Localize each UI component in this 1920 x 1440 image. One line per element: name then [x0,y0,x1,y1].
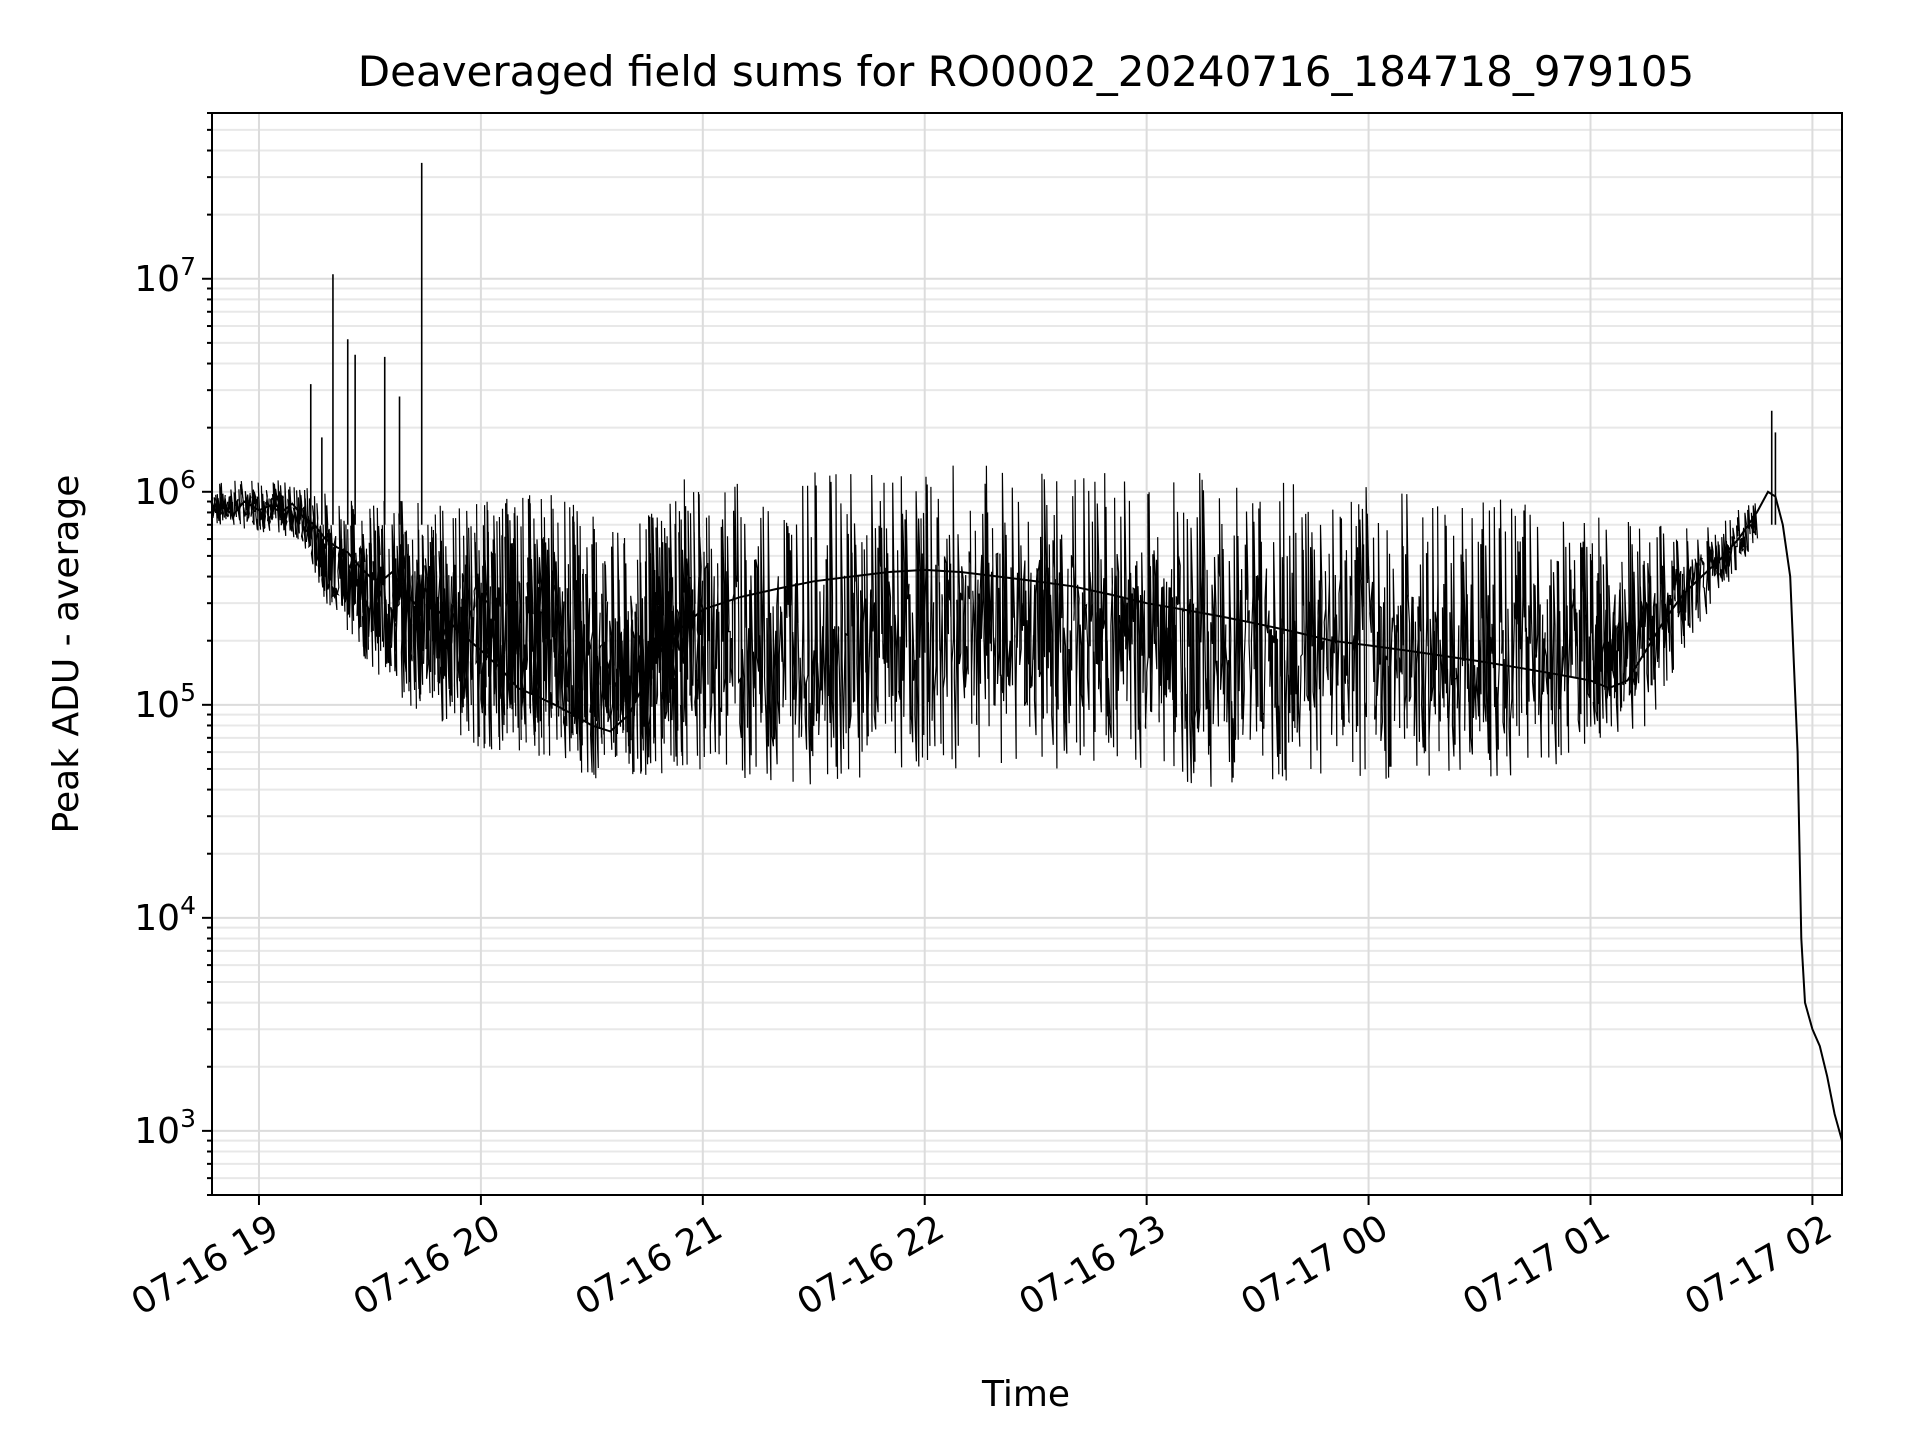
y-tick-label: 103 [134,1104,196,1152]
y-tick-label: 104 [134,891,196,939]
data-series [210,162,1843,1141]
series-oscillation [210,465,1759,787]
y-tick-label: 105 [134,678,196,726]
y-axis-label: Peak ADU - average [46,475,87,834]
grid [212,112,1842,1196]
y-axis: 103 104 105 106 107 [134,112,212,1196]
y-tick-label: 107 [134,252,196,300]
chart-title: Deaveraged field sums for RO0002_2024071… [358,47,1694,96]
plot-frame [211,112,1843,1196]
x-axis-label: Time [981,1374,1070,1415]
series-line [210,490,1843,1141]
y-tick-label: 106 [134,465,196,513]
